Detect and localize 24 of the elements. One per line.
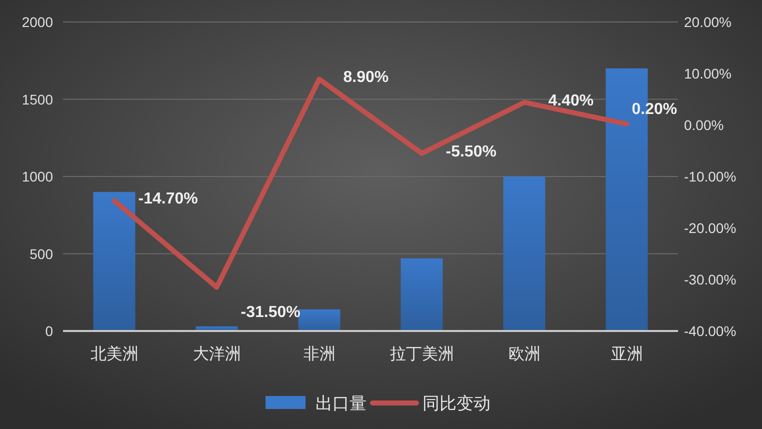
- y2-tick-label: -30.00%: [684, 272, 736, 288]
- data-label: -14.70%: [138, 190, 198, 208]
- y-tick-label: 0: [45, 323, 54, 339]
- data-label: -5.50%: [446, 143, 496, 160]
- y2-tick-label: 10.00%: [684, 66, 732, 82]
- x-tick-label: 大洋洲: [192, 344, 241, 363]
- y2-tick-label: 0.00%: [684, 117, 724, 133]
- y2-tick-label: -20.00%: [684, 220, 736, 236]
- legend-label: 出口量: [316, 394, 366, 414]
- x-tick-label: 拉丁美洲: [390, 344, 454, 363]
- y-tick-label: 500: [30, 246, 54, 262]
- data-label: 8.90%: [343, 69, 389, 86]
- x-tick-label: 欧洲: [508, 344, 540, 363]
- y-tick-label: 2000: [22, 14, 54, 30]
- y2-tick-label: -40.00%: [684, 323, 736, 339]
- x-tick-label: 北美洲: [90, 344, 138, 363]
- y2-tick-label: -10.00%: [684, 168, 736, 184]
- y-tick-label: 1500: [22, 91, 54, 108]
- y-tick-label: 1000: [22, 168, 54, 184]
- x-tick-label: 非洲: [303, 344, 336, 363]
- data-label: 4.40%: [548, 92, 594, 110]
- x-tick-label: 亚洲: [610, 344, 643, 363]
- legend-label: 同比变动: [422, 394, 490, 414]
- y2-tick-label: 20.00%: [684, 14, 732, 30]
